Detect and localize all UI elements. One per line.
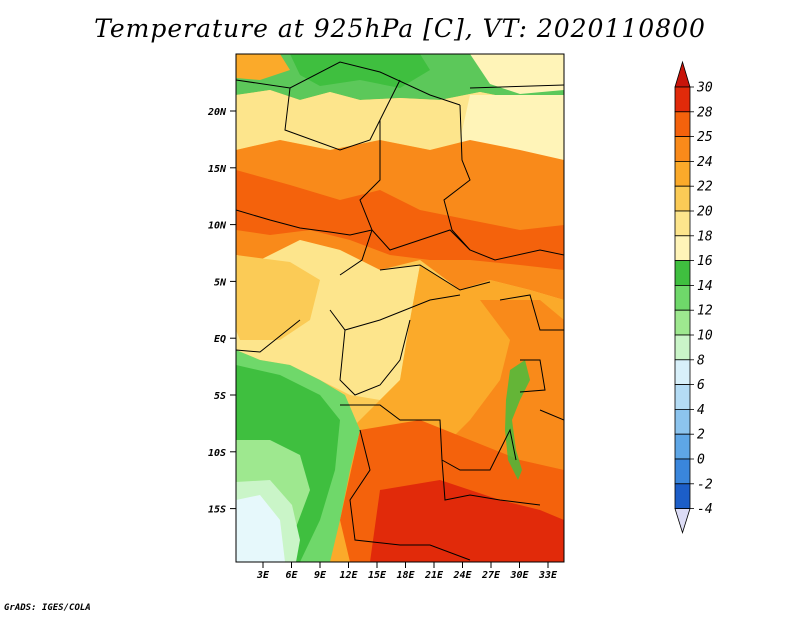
colorbar-level-label: 20	[697, 205, 713, 220]
colorbar-level-label: 22	[697, 180, 713, 195]
colorbar-level-label: 24	[697, 155, 713, 170]
colorbar-segment	[674, 309, 691, 336]
colorbar-level-label: 14	[697, 279, 713, 294]
colorbar-level-label: 4	[697, 403, 705, 418]
temperature-field	[236, 54, 564, 562]
map-frame	[235, 53, 565, 563]
colorbar-segment	[674, 160, 691, 187]
colorbar-segment	[674, 86, 691, 113]
lon-label: 30E	[509, 570, 529, 581]
lat-label: 15N	[208, 164, 227, 175]
colorbar-level-label: 0	[697, 453, 705, 468]
colorbar-segment	[674, 483, 691, 509]
colorbar-bottom-arrow	[674, 508, 691, 534]
colorbar-level-label: 28	[697, 105, 713, 120]
longitude-axis: 3E 6E 9E 12E 15E 18E 21E 24E 27E 30E 33E	[256, 562, 558, 581]
colorbar-segment	[674, 136, 691, 162]
colorbar-segment	[674, 458, 691, 485]
lon-label: 15E	[368, 570, 387, 581]
colorbar-segment	[674, 260, 691, 286]
lat-label: 20N	[207, 107, 227, 118]
colorbar-level-label: 30	[696, 81, 713, 96]
lat-label: 5N	[214, 277, 227, 288]
latitude-axis: 20N 15N 10N 5N EQ 5S 10S 15S	[207, 107, 236, 516]
colorbar-level-label: -2	[697, 477, 713, 492]
colorbar-level-label: 10	[697, 329, 713, 344]
software-credit: GrADS: IGES/COLA	[4, 603, 91, 613]
colorbar-segment	[674, 235, 691, 262]
colorbar-segment	[674, 111, 691, 138]
colorbar-level-label: 18	[697, 229, 713, 244]
colorbar-level-label: 6	[697, 378, 705, 393]
lon-label: 12E	[339, 570, 358, 581]
colorbar-top-arrow	[674, 60, 691, 88]
colorbar-level-label: 25	[697, 130, 713, 145]
colorbar-level-label: 16	[697, 254, 713, 269]
lon-label: 3E	[256, 570, 270, 581]
colorbar-segment	[674, 210, 691, 237]
colorbar-level-label: -4	[697, 502, 713, 517]
lon-label: 24E	[452, 570, 472, 581]
lat-label: 10N	[208, 221, 227, 232]
chart-title: Temperature at 925hPa [C], VT: 202011080…	[94, 14, 706, 43]
colorbar-segment	[674, 185, 691, 212]
lon-label: 33E	[538, 570, 558, 581]
lon-label: 21E	[424, 570, 444, 581]
colorbar-segment	[674, 384, 691, 410]
lat-label: 5S	[214, 391, 226, 402]
country-borders	[236, 61, 564, 561]
lon-label: 6E	[285, 570, 298, 581]
colorbar-segment	[674, 284, 691, 311]
lon-label: 9E	[314, 570, 327, 581]
colorbar-segment	[674, 334, 691, 361]
lat-label: 15S	[208, 505, 226, 516]
colorbar-segment	[674, 408, 691, 435]
colorbar-segment	[674, 433, 691, 460]
lat-label: 10S	[208, 448, 226, 459]
colorbar-level-label: 12	[697, 304, 713, 319]
colorbar-segment	[674, 359, 691, 385]
lat-label: EQ	[214, 334, 226, 345]
colorbar-level-label: 2	[697, 428, 705, 443]
colorbar-level-label: 8	[697, 353, 705, 368]
lon-label: 18E	[396, 570, 415, 581]
lon-label: 27E	[481, 570, 501, 581]
